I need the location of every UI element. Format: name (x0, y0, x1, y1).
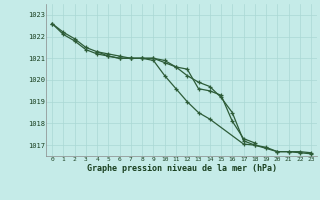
X-axis label: Graphe pression niveau de la mer (hPa): Graphe pression niveau de la mer (hPa) (87, 164, 276, 173)
